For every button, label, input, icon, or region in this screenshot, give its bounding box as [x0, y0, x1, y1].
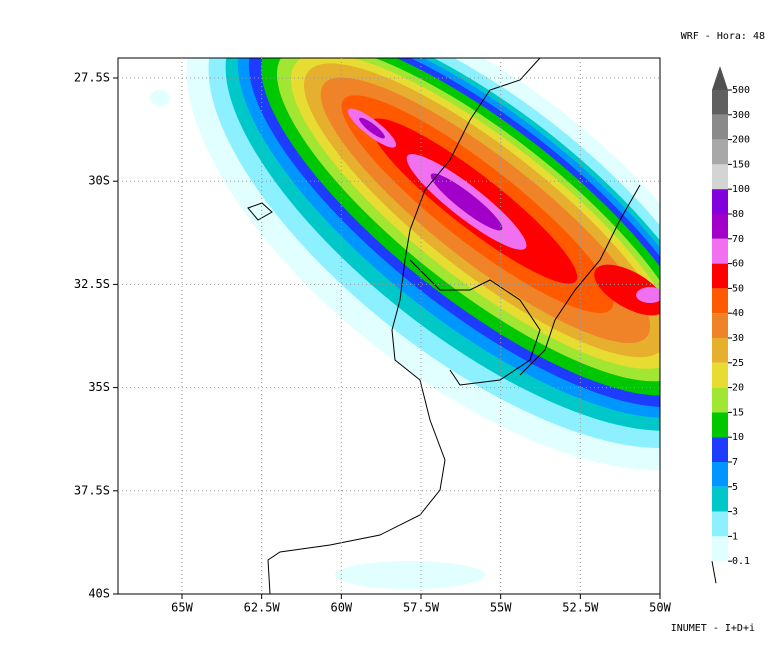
colorbar-top: [712, 66, 728, 90]
colorbar-segment: [712, 462, 728, 487]
lon-label: 50W: [649, 601, 671, 615]
colorbar-label: 50: [732, 283, 744, 294]
colorbar-label: 60: [732, 259, 744, 270]
colorbar-label: 40: [732, 308, 744, 319]
colorbar-label: 25: [732, 358, 744, 369]
lat-label: 30S: [88, 174, 110, 188]
colorbar-segment: [712, 536, 728, 562]
colorbar-label: 1: [732, 531, 738, 542]
lat-label: 37.5S: [74, 483, 110, 497]
colorbar-segment: [712, 313, 728, 338]
colorbar-label: 30: [732, 333, 744, 344]
lat-label: 27.5S: [74, 71, 110, 85]
map-title: WRF - Hora: 48: [681, 31, 765, 42]
footer: INUMET - I+D+i: [671, 623, 755, 634]
coastline: [247, 57, 641, 595]
colorbar-label: 3: [732, 507, 738, 518]
colorbar-label: 0.1: [732, 556, 750, 567]
colorbar-segment: [712, 387, 728, 413]
lat-label: 40S: [88, 587, 110, 601]
colorbar-label: 80: [732, 209, 744, 220]
colorbar-segment: [712, 362, 728, 388]
lon-label: 60W: [330, 601, 352, 615]
colorbar-segment: [712, 214, 728, 239]
colorbar-segment: [712, 139, 728, 165]
colorbar-segment: [712, 511, 728, 537]
colorbar-segment: [712, 263, 728, 289]
colorbar-segment: [712, 238, 728, 264]
colorbar-label: 150: [732, 159, 750, 170]
colorbar-segment: [712, 486, 728, 512]
lat-label: 32.5S: [74, 277, 110, 291]
colorbar-segment: [712, 164, 728, 190]
colorbar-segment: [712, 189, 728, 214]
colorbar-label: 7: [732, 457, 738, 468]
colorbar-label: 10: [732, 432, 744, 443]
precipitation-field: [150, 58, 660, 589]
colorbar-label: 200: [732, 135, 750, 146]
plot-frame: [117, 57, 661, 595]
colorbar-segment: [712, 412, 728, 438]
lon-label: 55W: [490, 601, 512, 615]
colorbar-label: 15: [732, 407, 744, 418]
colorbar-label: 500: [732, 85, 750, 96]
colorbar-segment: [712, 437, 728, 462]
colorbar-label: 70: [732, 234, 744, 245]
lon-label: 57.5W: [403, 601, 440, 615]
colorbar-tail: [711, 561, 717, 584]
colorbar-segment: [712, 338, 728, 363]
lon-label: 62.5W: [244, 601, 281, 615]
colorbar-segment: [712, 288, 728, 314]
lat-label: 35S: [88, 380, 110, 394]
colorbar-label: 300: [732, 110, 750, 121]
colorbar-segment: [712, 90, 728, 115]
colorbar-label: 20: [732, 383, 744, 394]
colorbar-label: 5: [732, 482, 738, 493]
lon-label: 65W: [171, 601, 193, 615]
colorbar-label: 100: [732, 184, 750, 195]
colorbar-segment: [712, 114, 728, 140]
lon-label: 52.5W: [562, 601, 599, 615]
